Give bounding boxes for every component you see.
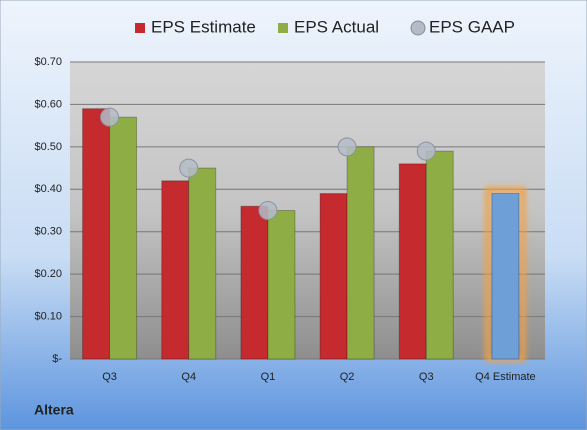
bar bbox=[240, 205, 269, 360]
legend-label: EPS Actual bbox=[294, 17, 379, 36]
y-tick-label: $0.60 bbox=[34, 98, 62, 110]
x-tick-label: Q2 bbox=[340, 371, 355, 383]
gaap-marker bbox=[179, 158, 199, 178]
x-tick-label: Q3 bbox=[102, 371, 117, 383]
legend-label: EPS GAAP bbox=[429, 17, 515, 36]
gaap-marker bbox=[416, 141, 436, 161]
x-tick-label: Q1 bbox=[261, 371, 276, 383]
x-tick-label: Q4 bbox=[181, 371, 196, 383]
company-name: Altera bbox=[34, 402, 74, 418]
bar bbox=[161, 180, 190, 360]
bar bbox=[267, 210, 296, 360]
y-tick-label: $0.20 bbox=[34, 268, 62, 280]
y-tick-label: $0.70 bbox=[34, 56, 62, 68]
y-tick-label: $0.40 bbox=[34, 183, 62, 195]
bar bbox=[398, 163, 427, 360]
y-tick-label: $0.10 bbox=[34, 310, 62, 322]
gaap-marker bbox=[100, 107, 120, 127]
x-tick-label: Q4 Estimate bbox=[475, 371, 536, 383]
bar bbox=[319, 193, 348, 360]
gaap-marker bbox=[258, 201, 278, 220]
x-tick-label: Q3 bbox=[419, 371, 434, 383]
bar bbox=[188, 167, 217, 360]
legend-marker bbox=[410, 20, 426, 36]
bar bbox=[491, 193, 520, 360]
legend-marker bbox=[278, 23, 288, 33]
gaap-marker bbox=[337, 137, 357, 157]
bar bbox=[109, 116, 138, 360]
bar bbox=[425, 150, 454, 360]
plot-area bbox=[70, 62, 545, 359]
bar bbox=[346, 146, 375, 360]
y-tick-label: $- bbox=[52, 353, 62, 365]
bar bbox=[82, 108, 111, 360]
y-tick-label: $0.50 bbox=[34, 141, 62, 153]
y-tick-label: $0.30 bbox=[34, 226, 62, 238]
legend-label: EPS Estimate bbox=[151, 17, 256, 36]
legend-marker bbox=[135, 23, 145, 33]
